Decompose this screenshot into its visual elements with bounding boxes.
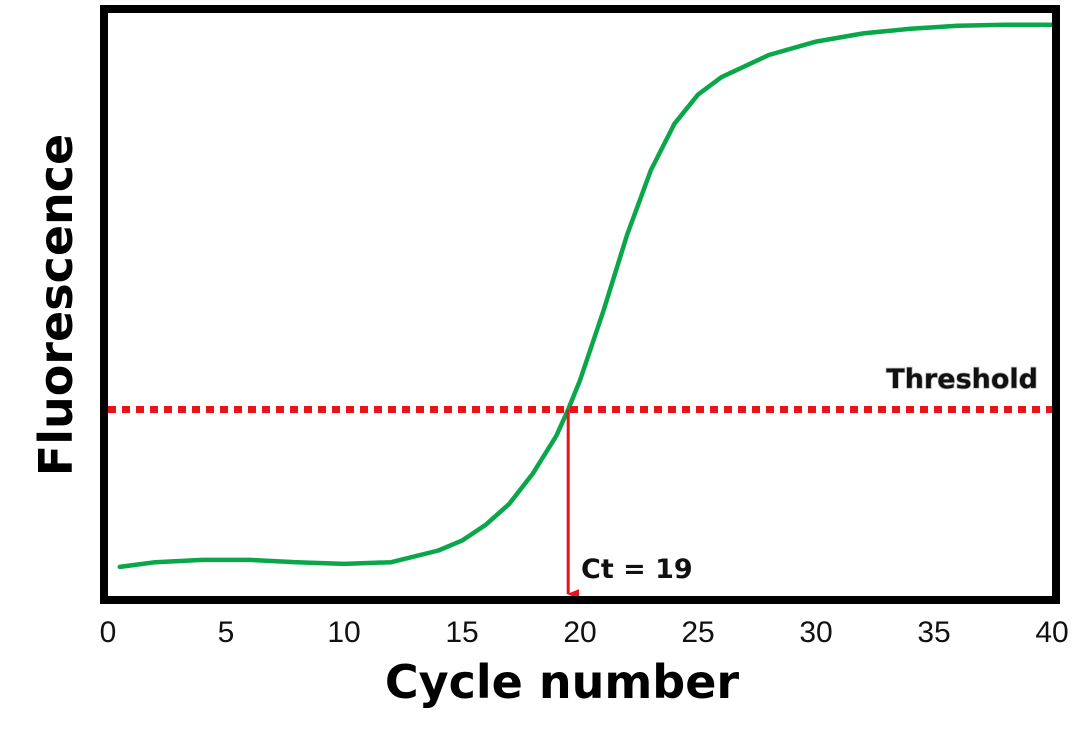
plot-area	[108, 22, 1055, 599]
ct-label: Ct = 19	[581, 554, 693, 585]
x-tick-label-25: 25	[681, 616, 714, 649]
x-tick-label-0: 0	[100, 616, 117, 649]
x-tick-label-20: 20	[563, 616, 596, 649]
plot-frame	[100, 5, 1060, 604]
y-axis-title: Fluorescence	[29, 134, 83, 476]
x-tick-label-40: 40	[1035, 616, 1068, 649]
amplification-curve	[117, 22, 1055, 570]
x-tick-label-35: 35	[917, 616, 950, 649]
x-tick-label-5: 5	[218, 616, 235, 649]
x-tick-label-30: 30	[799, 616, 832, 649]
x-tick-label-15: 15	[445, 616, 478, 649]
threshold-label: Threshold	[886, 364, 1038, 395]
x-axis-title: Cycle number	[385, 655, 740, 709]
x-tick-label-10: 10	[327, 616, 360, 649]
x-tick-labels: 0 5 10 15 20 25 30 35 40	[100, 616, 1069, 649]
